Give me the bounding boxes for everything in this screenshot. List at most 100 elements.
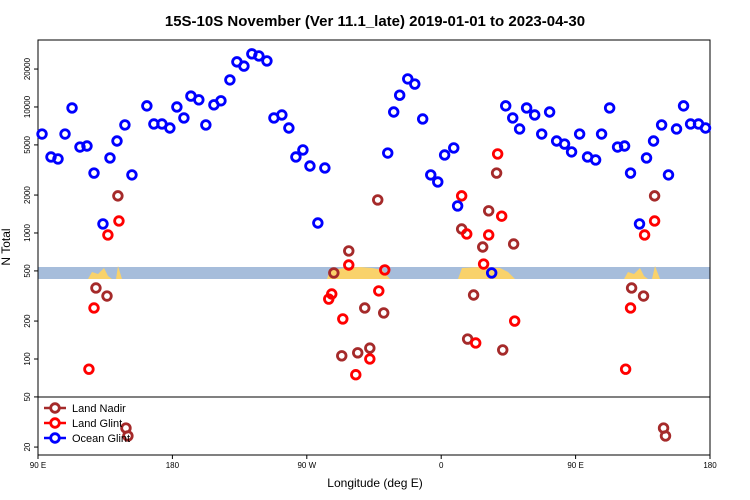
point: [625, 282, 638, 294]
point: [416, 113, 429, 125]
point: [343, 245, 355, 257]
point: [461, 228, 473, 240]
point: [101, 290, 113, 302]
x-tick-label: 180: [703, 461, 717, 470]
point: [379, 264, 391, 276]
y-tick-label: 2000: [23, 186, 32, 204]
point: [677, 100, 690, 112]
point: [141, 100, 153, 112]
point: [312, 217, 324, 229]
point: [126, 169, 138, 181]
point: [102, 229, 114, 241]
point: [304, 160, 316, 172]
point: [238, 60, 250, 72]
point: [467, 289, 480, 301]
point: [326, 288, 338, 300]
point: [122, 430, 134, 442]
point: [276, 109, 288, 121]
x-tick-label: 90 E: [567, 461, 583, 470]
point: [253, 50, 265, 62]
point: [497, 344, 509, 356]
point: [477, 241, 489, 253]
point: [637, 290, 650, 302]
point: [66, 102, 78, 114]
legend-label: Land Glint: [72, 418, 122, 430]
point: [261, 55, 273, 67]
y-tick-label: 20000: [23, 57, 32, 80]
point: [659, 430, 672, 442]
x-tick-label: 90 W: [297, 461, 316, 470]
point: [611, 141, 624, 153]
point: [402, 73, 414, 85]
point: [90, 282, 102, 294]
point: [336, 350, 348, 362]
point: [491, 148, 504, 160]
point: [425, 169, 437, 181]
legend-marker: [49, 417, 61, 429]
point: [490, 167, 503, 179]
point: [328, 267, 340, 279]
legend-marker: [49, 432, 61, 444]
plot-frame: [37, 39, 711, 456]
point: [618, 140, 631, 152]
point: [372, 194, 384, 206]
point: [36, 128, 48, 140]
point: [364, 342, 376, 354]
point: [455, 190, 468, 202]
point: [520, 102, 533, 114]
land-shape: [327, 267, 390, 279]
point: [699, 122, 712, 134]
point: [603, 102, 616, 114]
point: [507, 112, 519, 124]
point: [640, 152, 653, 164]
point: [171, 101, 183, 113]
y-tick-label: 1000: [23, 224, 32, 242]
point: [619, 363, 632, 375]
point: [283, 122, 295, 134]
point: [624, 302, 637, 314]
point: [88, 302, 100, 314]
point: [111, 135, 123, 147]
land-shape: [624, 266, 660, 279]
point: [513, 123, 526, 135]
point: [112, 190, 124, 202]
point: [589, 154, 602, 166]
point: [200, 119, 212, 131]
x-tick-label: 90 E: [30, 461, 46, 470]
point: [382, 147, 394, 159]
point: [378, 307, 390, 319]
point: [113, 215, 125, 227]
point: [97, 218, 109, 230]
point: [393, 89, 406, 101]
point: [500, 100, 512, 112]
y-tick-label: 100: [23, 352, 32, 366]
point: [495, 210, 508, 222]
point: [432, 176, 444, 188]
y-tick-label: 5000: [23, 135, 32, 153]
point: [88, 167, 100, 179]
point: [297, 144, 309, 156]
point: [119, 119, 131, 131]
y-tick-label: 500: [23, 264, 32, 278]
point: [319, 162, 331, 174]
point: [438, 149, 451, 161]
point: [482, 205, 495, 217]
map-strip: [38, 266, 710, 279]
point: [469, 337, 482, 349]
point: [565, 146, 578, 158]
point: [104, 152, 116, 164]
y-axis-label: N Total: [0, 228, 13, 265]
point: [350, 369, 362, 381]
point: [647, 135, 660, 147]
point: [633, 218, 646, 230]
point: [655, 119, 668, 131]
y-tick-label: 20: [23, 442, 32, 451]
point: [508, 315, 521, 327]
y-tick-label: 200: [23, 314, 32, 328]
legend-label: Ocean Glint: [72, 433, 130, 445]
point: [364, 353, 376, 365]
point: [81, 140, 93, 152]
point: [59, 128, 71, 140]
point: [409, 78, 421, 90]
